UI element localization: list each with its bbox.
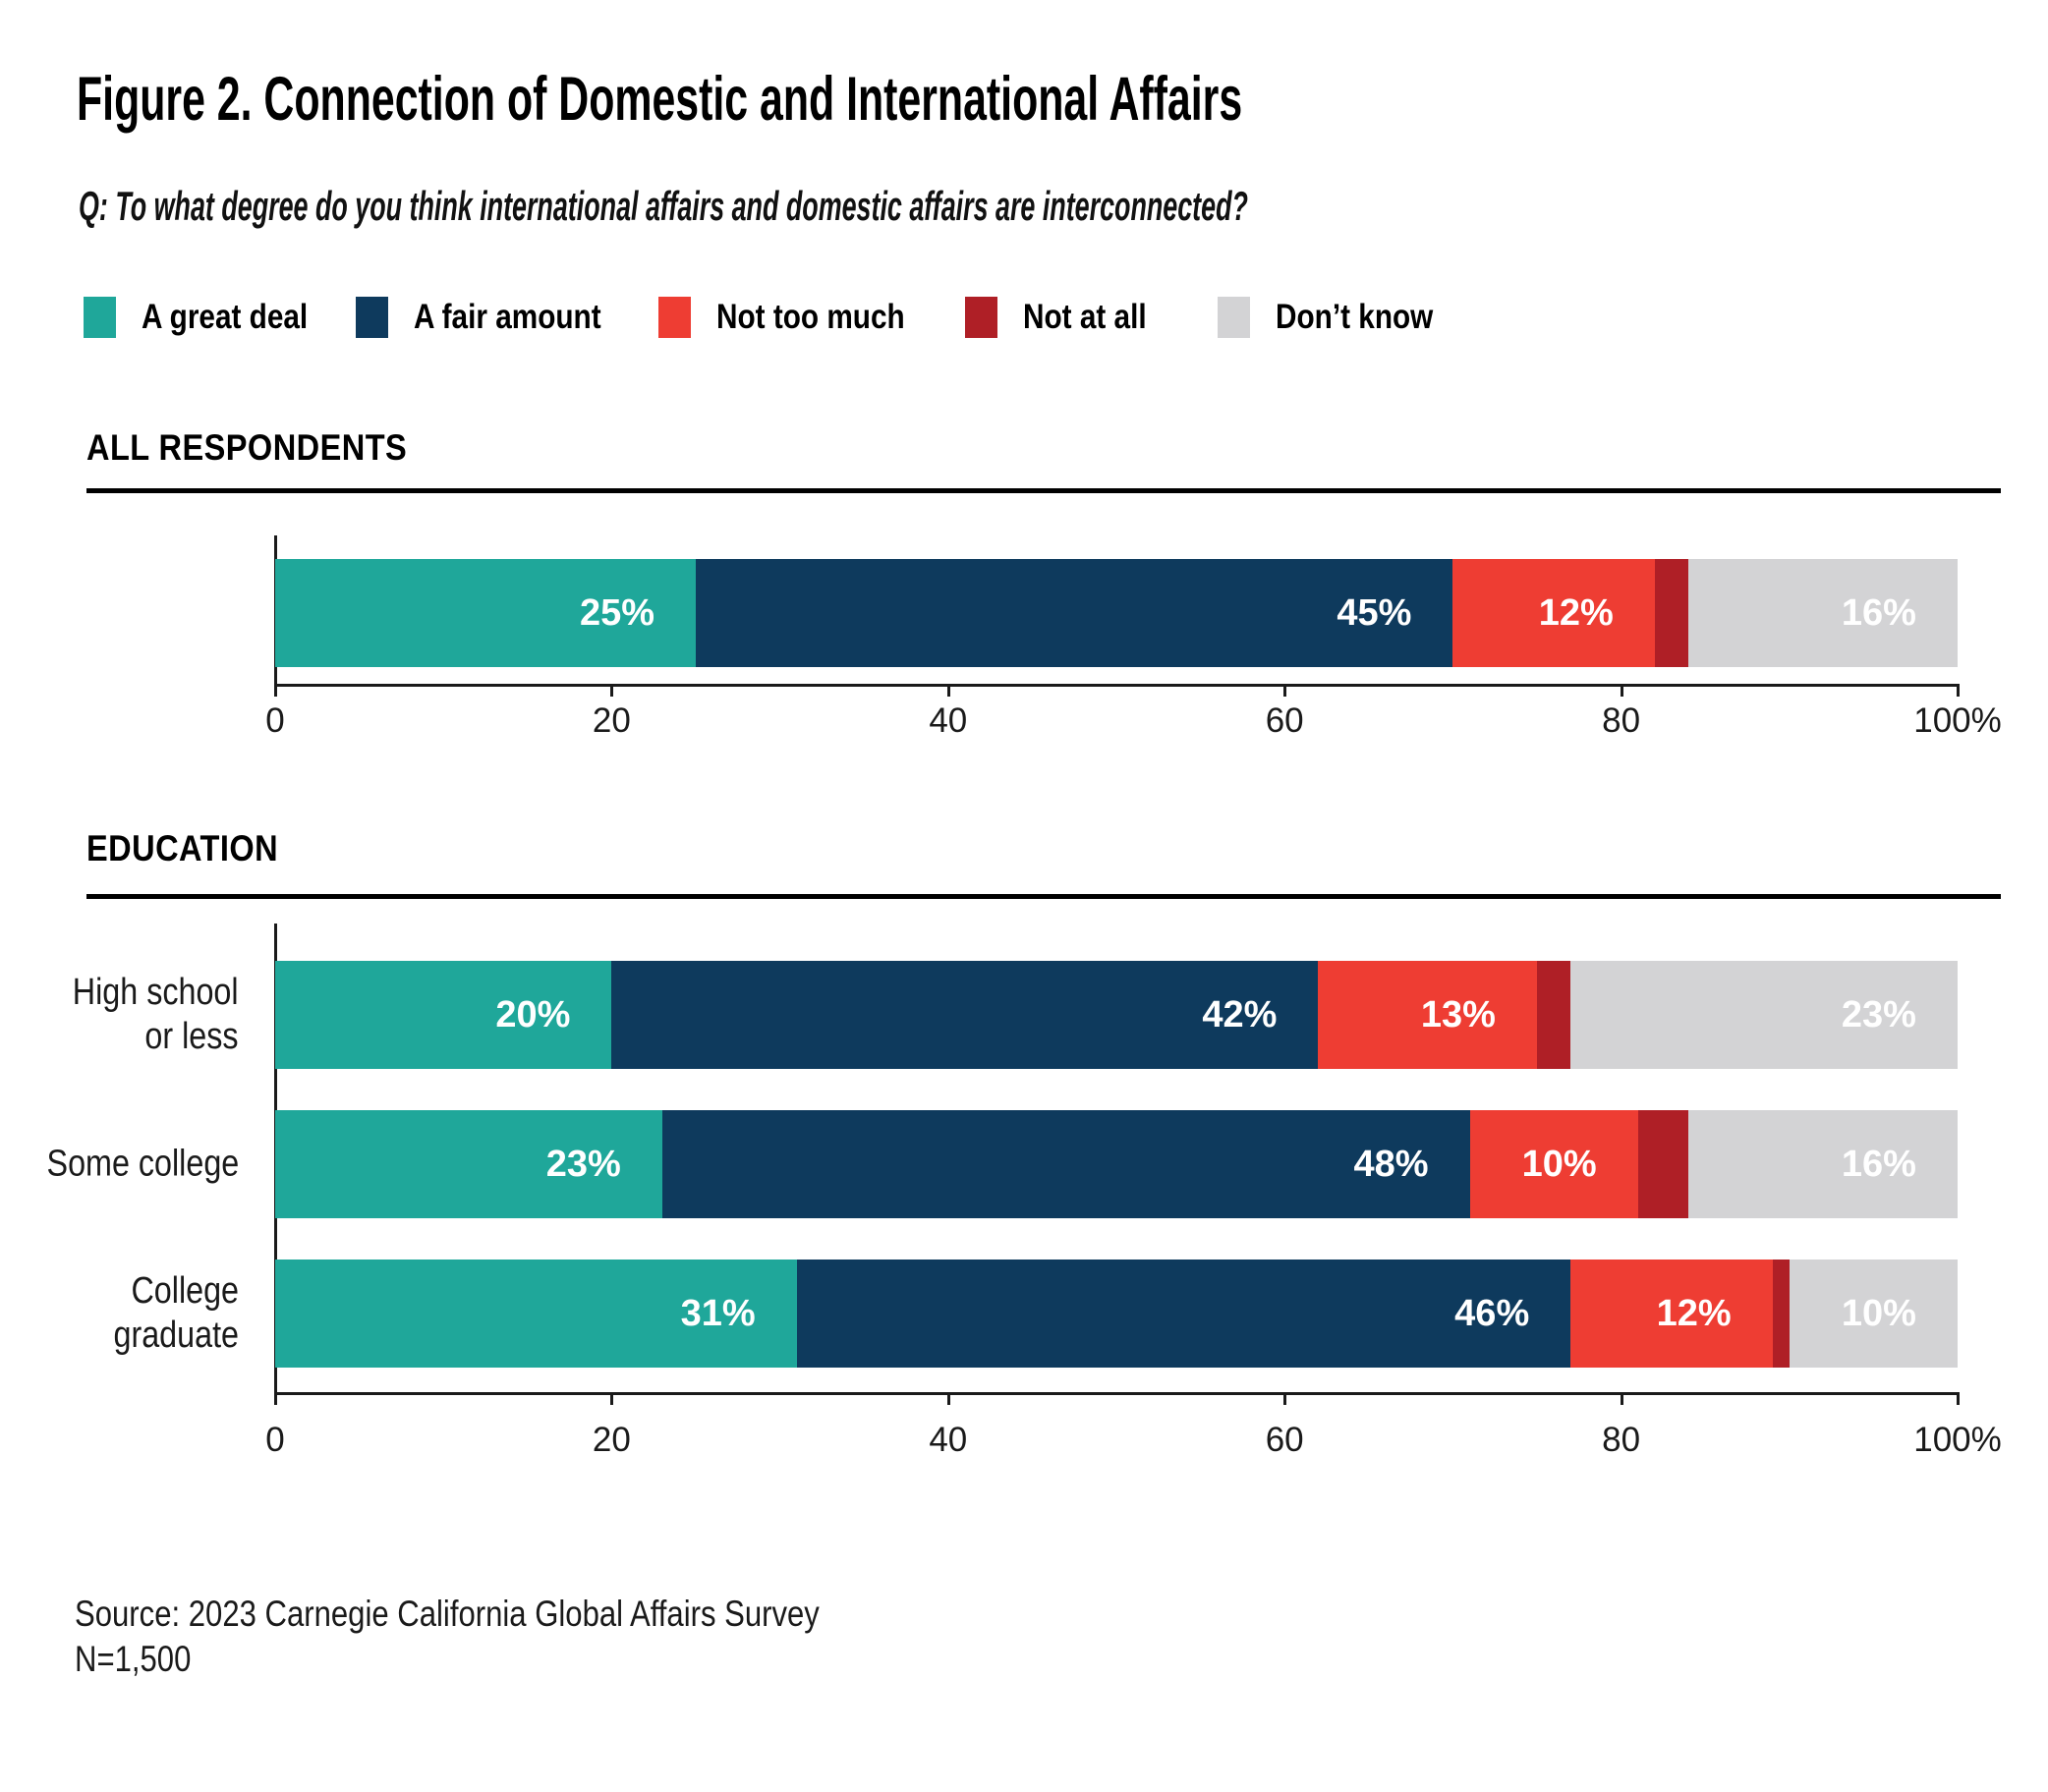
source-block: Source: 2023 Carnegie California Global …: [75, 1592, 820, 1682]
bar-value-label: 16%: [1841, 1143, 1916, 1185]
bar-segment: 46%: [796, 1260, 1571, 1368]
bar-value-label: 25%: [579, 591, 654, 634]
axis-tick-label: 20: [592, 1421, 631, 1459]
legend-swatch-icon: [1218, 297, 1250, 338]
bar-segment: 10%: [1469, 1110, 1638, 1218]
axis-tick-label: 60: [1265, 701, 1304, 740]
bar-value-label: 10%: [1841, 1292, 1916, 1334]
axis-tick-label: 80: [1602, 1421, 1641, 1459]
legend-swatch-icon: [658, 297, 691, 338]
bar-segment: 48%: [661, 1110, 1470, 1218]
section-rule-all-respondents: [86, 488, 2001, 493]
axis-tick: [1620, 684, 1623, 697]
bar-segment: [1772, 1260, 1790, 1368]
bar-segment: 10%: [1789, 1260, 1958, 1368]
bar-value-label: 13%: [1420, 993, 1496, 1036]
stacked-bar: 23% 48% 10% 16%: [275, 1110, 1958, 1218]
bar-segment: 23%: [275, 1110, 662, 1218]
bar-value-label: 45%: [1337, 591, 1412, 634]
legend-label: A great deal: [142, 298, 309, 336]
bar-segment: 16%: [1688, 559, 1958, 667]
legend-label: Don’t know: [1276, 298, 1434, 336]
category-label: College graduate: [113, 1269, 239, 1358]
category-label-line: High school: [73, 972, 239, 1013]
legend-label: Not at all: [1023, 298, 1147, 336]
axis-tick: [1283, 684, 1287, 697]
axis-tick: [610, 1392, 614, 1405]
bar-segment: [1536, 961, 1571, 1069]
category-label-line: graduate: [113, 1315, 239, 1356]
axis-tick-label: 100%: [1913, 701, 2002, 740]
stacked-bar: 31% 46% 12% 10%: [275, 1260, 1958, 1368]
bar-segment: 16%: [1688, 1110, 1958, 1218]
legend-item: Don’t know: [1218, 297, 1461, 338]
section-heading-all-respondents: ALL RESPONDENTS: [86, 427, 408, 468]
bar-value-label: 48%: [1353, 1143, 1429, 1185]
axis-tick: [274, 684, 277, 697]
source-line: Source: 2023 Carnegie California Global …: [75, 1594, 820, 1634]
bar-segment: 13%: [1318, 961, 1537, 1069]
bar-value-label: 12%: [1656, 1292, 1732, 1334]
legend-item: A great deal: [84, 297, 337, 338]
bar-segment: [1637, 1110, 1689, 1218]
x-axis-line: [274, 1392, 1959, 1395]
axis-tick-label: 40: [929, 1421, 968, 1459]
sample-size-line: N=1,500: [75, 1639, 192, 1679]
legend-item: Not too much: [658, 297, 939, 338]
legend-swatch-icon: [84, 297, 116, 338]
axis-tick-label: 20: [592, 701, 631, 740]
survey-question: Q: To what degree do you think internati…: [79, 183, 1248, 229]
bar-segment: 31%: [275, 1260, 797, 1368]
bar-value-label: 16%: [1841, 591, 1916, 634]
bar-segment: 12%: [1452, 559, 1655, 667]
axis-tick-label: 100%: [1913, 1421, 2002, 1459]
bar-value-label: 42%: [1202, 993, 1278, 1036]
bar-value-label: 23%: [1841, 993, 1916, 1036]
stacked-bar: 20% 42% 13% 23%: [275, 961, 1958, 1069]
category-label: High school or less: [73, 971, 239, 1059]
bar-value-label: 46%: [1454, 1292, 1530, 1334]
axis-tick: [274, 1392, 277, 1405]
category-label-line: College: [131, 1270, 239, 1312]
bar-segment: 42%: [611, 961, 1319, 1069]
axis-tick: [1283, 1392, 1287, 1405]
legend-item: Not at all: [965, 297, 1168, 338]
category-label: Some college: [46, 1143, 239, 1187]
axis-tick: [1620, 1392, 1623, 1405]
legend-label: Not too much: [716, 298, 905, 336]
legend-swatch-icon: [356, 297, 388, 338]
bar-segment: 12%: [1570, 1260, 1773, 1368]
bar-value-label: 10%: [1521, 1143, 1597, 1185]
axis-tick: [946, 1392, 950, 1405]
axis-tick: [1957, 1392, 1960, 1405]
section-rule-education: [86, 894, 2001, 899]
bar-segment: 23%: [1570, 961, 1958, 1069]
axis-tick: [946, 684, 950, 697]
bar-segment: 45%: [696, 559, 1453, 667]
category-label-line: Some college: [46, 1143, 239, 1185]
bar-value-label: 23%: [545, 1143, 621, 1185]
axis-tick-label: 80: [1602, 701, 1641, 740]
axis-tick: [610, 684, 614, 697]
category-label-line: or less: [144, 1016, 239, 1057]
bar-segment: 20%: [275, 961, 612, 1069]
legend-item: A fair amount: [356, 297, 634, 338]
axis-tick-label: 0: [265, 1421, 285, 1459]
x-axis-line: [274, 684, 1959, 687]
bar-segment: 25%: [275, 559, 696, 667]
bar-value-label: 31%: [680, 1292, 756, 1334]
bar-value-label: 20%: [495, 993, 571, 1036]
legend-label: A fair amount: [414, 298, 601, 336]
axis-tick-label: 60: [1265, 1421, 1304, 1459]
stacked-bar: 25% 45% 12% 16%: [275, 559, 1958, 667]
axis-tick-label: 0: [265, 701, 285, 740]
bar-segment: [1654, 559, 1689, 667]
bar-value-label: 12%: [1538, 591, 1614, 634]
figure-title: Figure 2. Connection of Domestic and Int…: [77, 65, 1243, 134]
axis-tick-label: 40: [929, 701, 968, 740]
section-heading-education: EDUCATION: [86, 828, 279, 868]
legend-swatch-icon: [965, 297, 997, 338]
axis-tick: [1957, 684, 1960, 697]
